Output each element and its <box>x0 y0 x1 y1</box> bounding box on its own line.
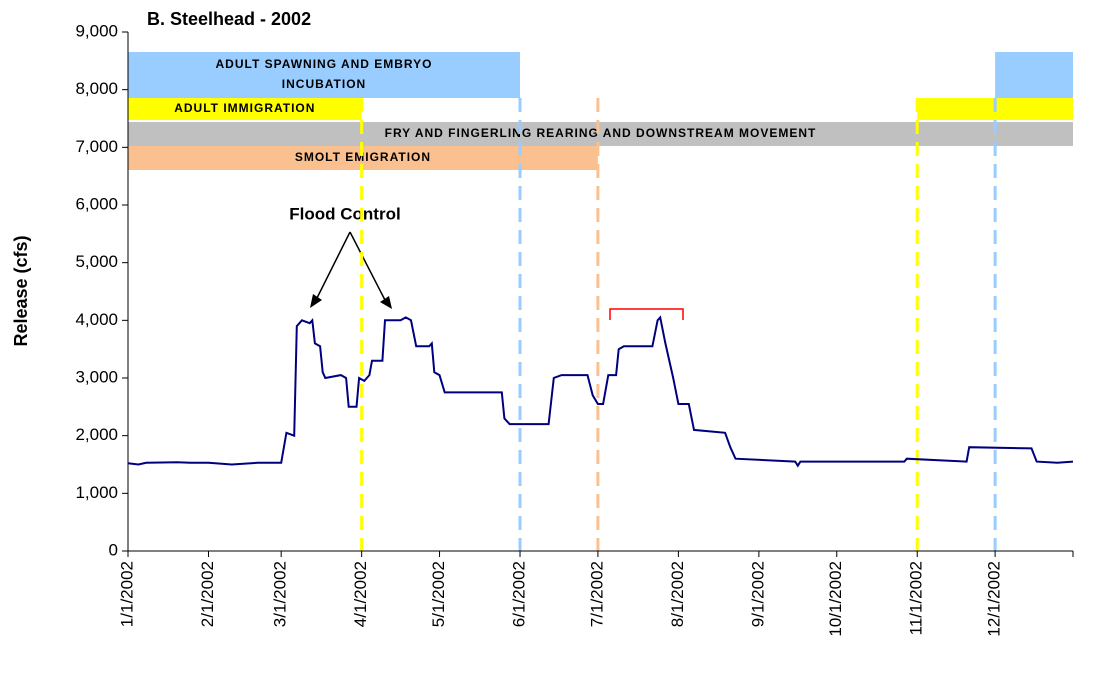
chart-title: B. Steelhead - 2002 <box>147 9 311 29</box>
y-tick-label: 4,000 <box>75 310 118 329</box>
release-line <box>127 315 1074 468</box>
y-tick-label: 5,000 <box>75 252 118 271</box>
x-tick-label: 11/1/2002 <box>907 561 926 635</box>
period-bar <box>995 52 1073 98</box>
y-tick-label: 7,000 <box>75 137 118 156</box>
x-tick-label: 3/1/2002 <box>271 561 290 627</box>
y-tick-label: 6,000 <box>75 194 118 213</box>
annotation-arrows <box>310 231 392 309</box>
x-tick-label: 4/1/2002 <box>351 561 370 627</box>
period-label: SMOLT EMIGRATION <box>295 150 431 164</box>
y-tick-label: 0 <box>109 540 118 559</box>
y-tick-label: 9,000 <box>75 21 118 40</box>
x-tick-label: 9/1/2002 <box>748 561 767 627</box>
period-label-line: INCUBATION <box>282 77 366 91</box>
y-tick-label: 1,000 <box>75 483 118 502</box>
bracket <box>609 308 684 320</box>
period-bar <box>128 52 521 98</box>
x-tick-label: 5/1/2002 <box>429 561 448 627</box>
period-label: ADULT SPAWNING AND EMBRYO INCUBATION <box>216 57 433 91</box>
y-tick-label: 2,000 <box>75 425 118 444</box>
x-tick-label: 7/1/2002 <box>587 561 606 627</box>
period-bar <box>128 122 1073 146</box>
x-tick-label: 1/1/2002 <box>117 561 136 627</box>
x-tick-label: 8/1/2002 <box>668 561 687 627</box>
y-axis-label: Release (cfs) <box>11 235 31 346</box>
x-tick-label: 10/1/2002 <box>826 561 845 637</box>
y-tick-label: 3,000 <box>75 367 118 386</box>
x-tick-label: 12/1/2002 <box>985 561 1004 637</box>
annotation: Flood Control <box>289 204 400 223</box>
y-tick-label: 8,000 <box>75 79 118 98</box>
x-tick-label: 6/1/2002 <box>510 561 529 627</box>
period-label: ADULT IMMIGRATION <box>174 101 315 115</box>
x-tick-label: 2/1/2002 <box>198 561 217 627</box>
period-bar <box>128 98 362 120</box>
period-label: FRY AND FINGERLING REARING AND DOWNSTREA… <box>385 126 817 140</box>
period-label-line: ADULT SPAWNING AND EMBRYO <box>216 57 433 71</box>
